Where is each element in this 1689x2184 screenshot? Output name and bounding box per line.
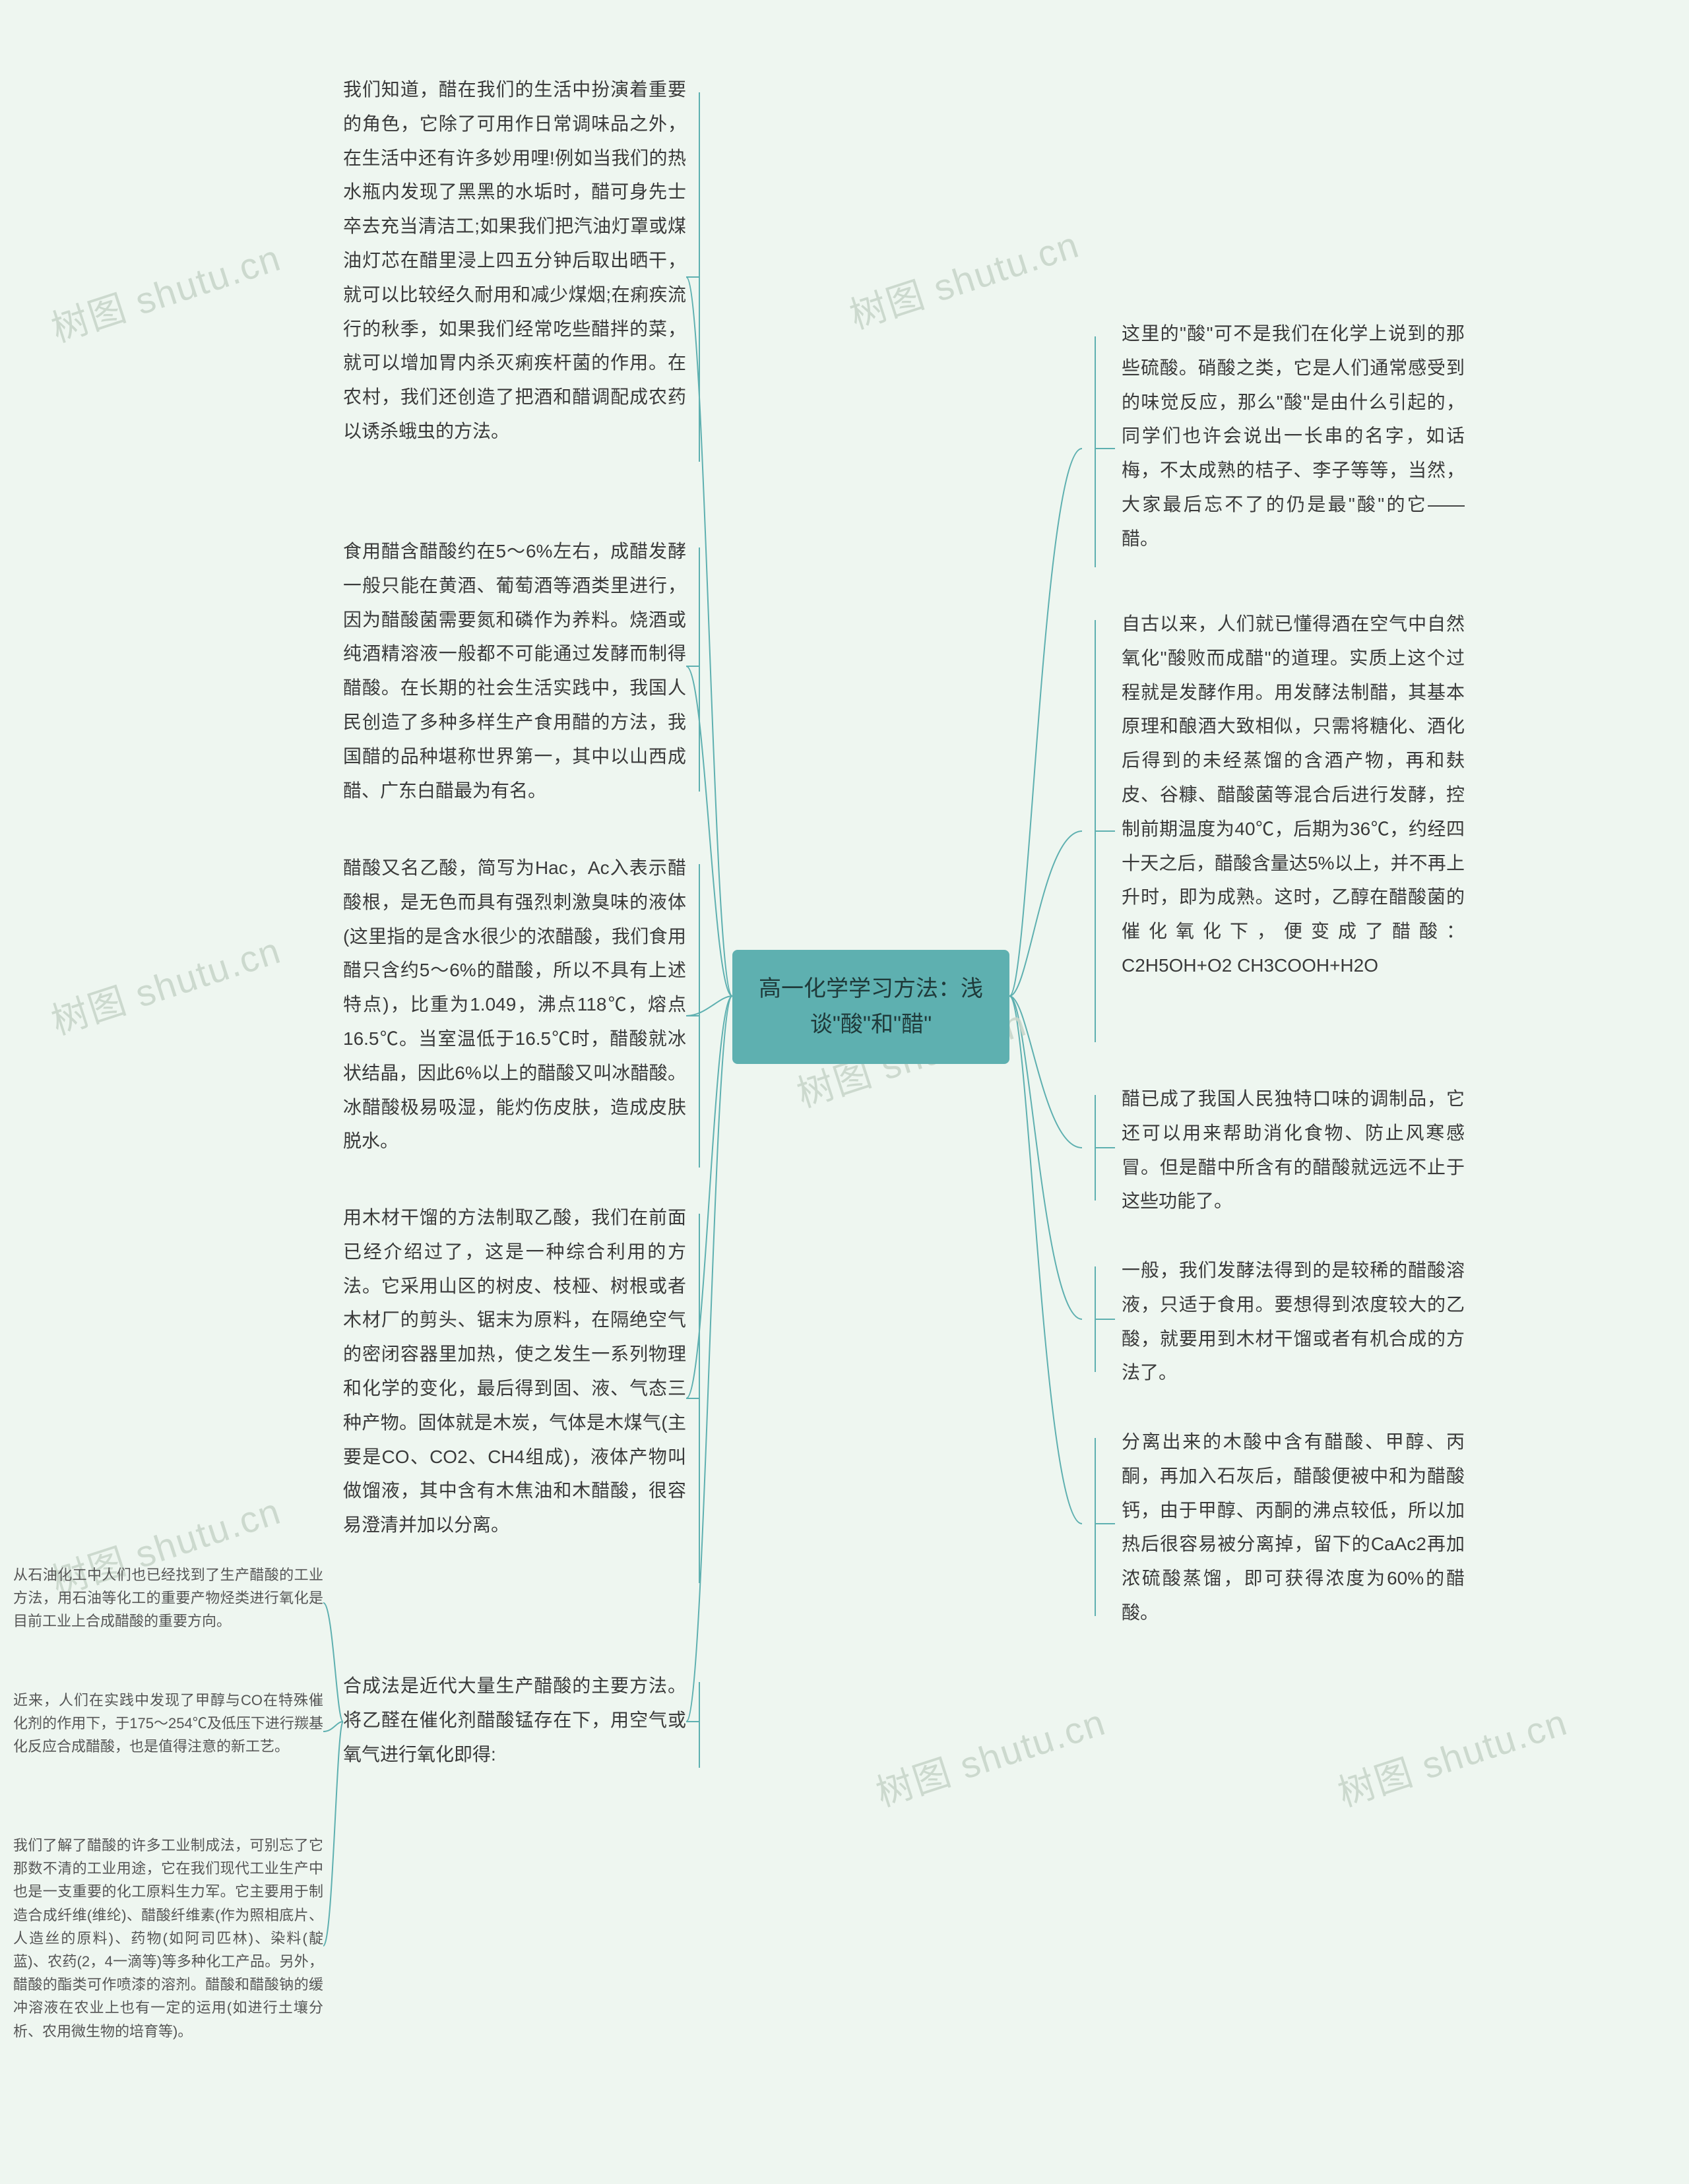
right-node-3: 醋已成了我国人民独特口味的调制品，它还可以用来帮助消化食物、防止风寒感冒。但是醋… (1122, 1082, 1465, 1218)
mindmap-root: 高一化学学习方法：浅谈"酸"和"醋" (732, 950, 1009, 1064)
right-node-5: 分离出来的木酸中含有醋酸、甲醇、丙酮，再加入石灰后，醋酸便被中和为醋酸钙，由于甲… (1122, 1425, 1465, 1630)
right-node-4: 一般，我们发酵法得到的是较稀的醋酸溶液，只适于食用。要想得到浓度较大的乙酸，就要… (1122, 1253, 1465, 1390)
watermark: 树图 shutu.cn (868, 1693, 1112, 1817)
right-node-1: 这里的"酸"可不是我们在化学上说到的那些硫酸。硝酸之类，它是人们通常感受到的味觉… (1122, 317, 1465, 556)
watermark: 树图 shutu.cn (842, 215, 1085, 340)
left-subnode-3: 我们了解了醋酸的许多工业制成法，可别忘了它那数不清的工业用途，它在我们现代工业生… (13, 1834, 323, 2043)
watermark: 树图 shutu.cn (44, 228, 287, 353)
left-node-2: 食用醋含醋酸约在5～6%左右，成醋发酵一般只能在黄酒、葡萄酒等酒类里进行，因为醋… (343, 534, 686, 807)
left-subnode-1: 从石油化工中人们也已经找到了生产醋酸的工业方法，用石油等化工的重要产物烃类进行氧… (13, 1563, 323, 1633)
left-node-5: 合成法是近代大量生产醋酸的主要方法。将乙醛在催化剂醋酸锰存在下，用空气或氧气进行… (343, 1669, 686, 1771)
left-node-3: 醋酸又名乙酸，简写为Hac，Ac入表示醋酸根，是无色而具有强烈刺激臭味的液体(这… (343, 851, 686, 1158)
left-node-1: 我们知道，醋在我们的生活中扮演着重要的角色，它除了可用作日常调味品之外，在生活中… (343, 73, 686, 449)
watermark: 树图 shutu.cn (1330, 1693, 1574, 1817)
left-node-4: 用木材干馏的方法制取乙酸，我们在前面已经介绍过了，这是一种综合利用的方法。它采用… (343, 1201, 686, 1542)
left-subnode-2: 近来，人们在实践中发现了甲醇与CO在特殊催化剂的作用下，于175～254℃及低压… (13, 1689, 323, 1759)
right-node-2: 自古以来，人们就已懂得酒在空气中自然氧化"酸败而成醋"的道理。实质上这个过程就是… (1122, 607, 1465, 983)
watermark: 树图 shutu.cn (44, 921, 287, 1045)
